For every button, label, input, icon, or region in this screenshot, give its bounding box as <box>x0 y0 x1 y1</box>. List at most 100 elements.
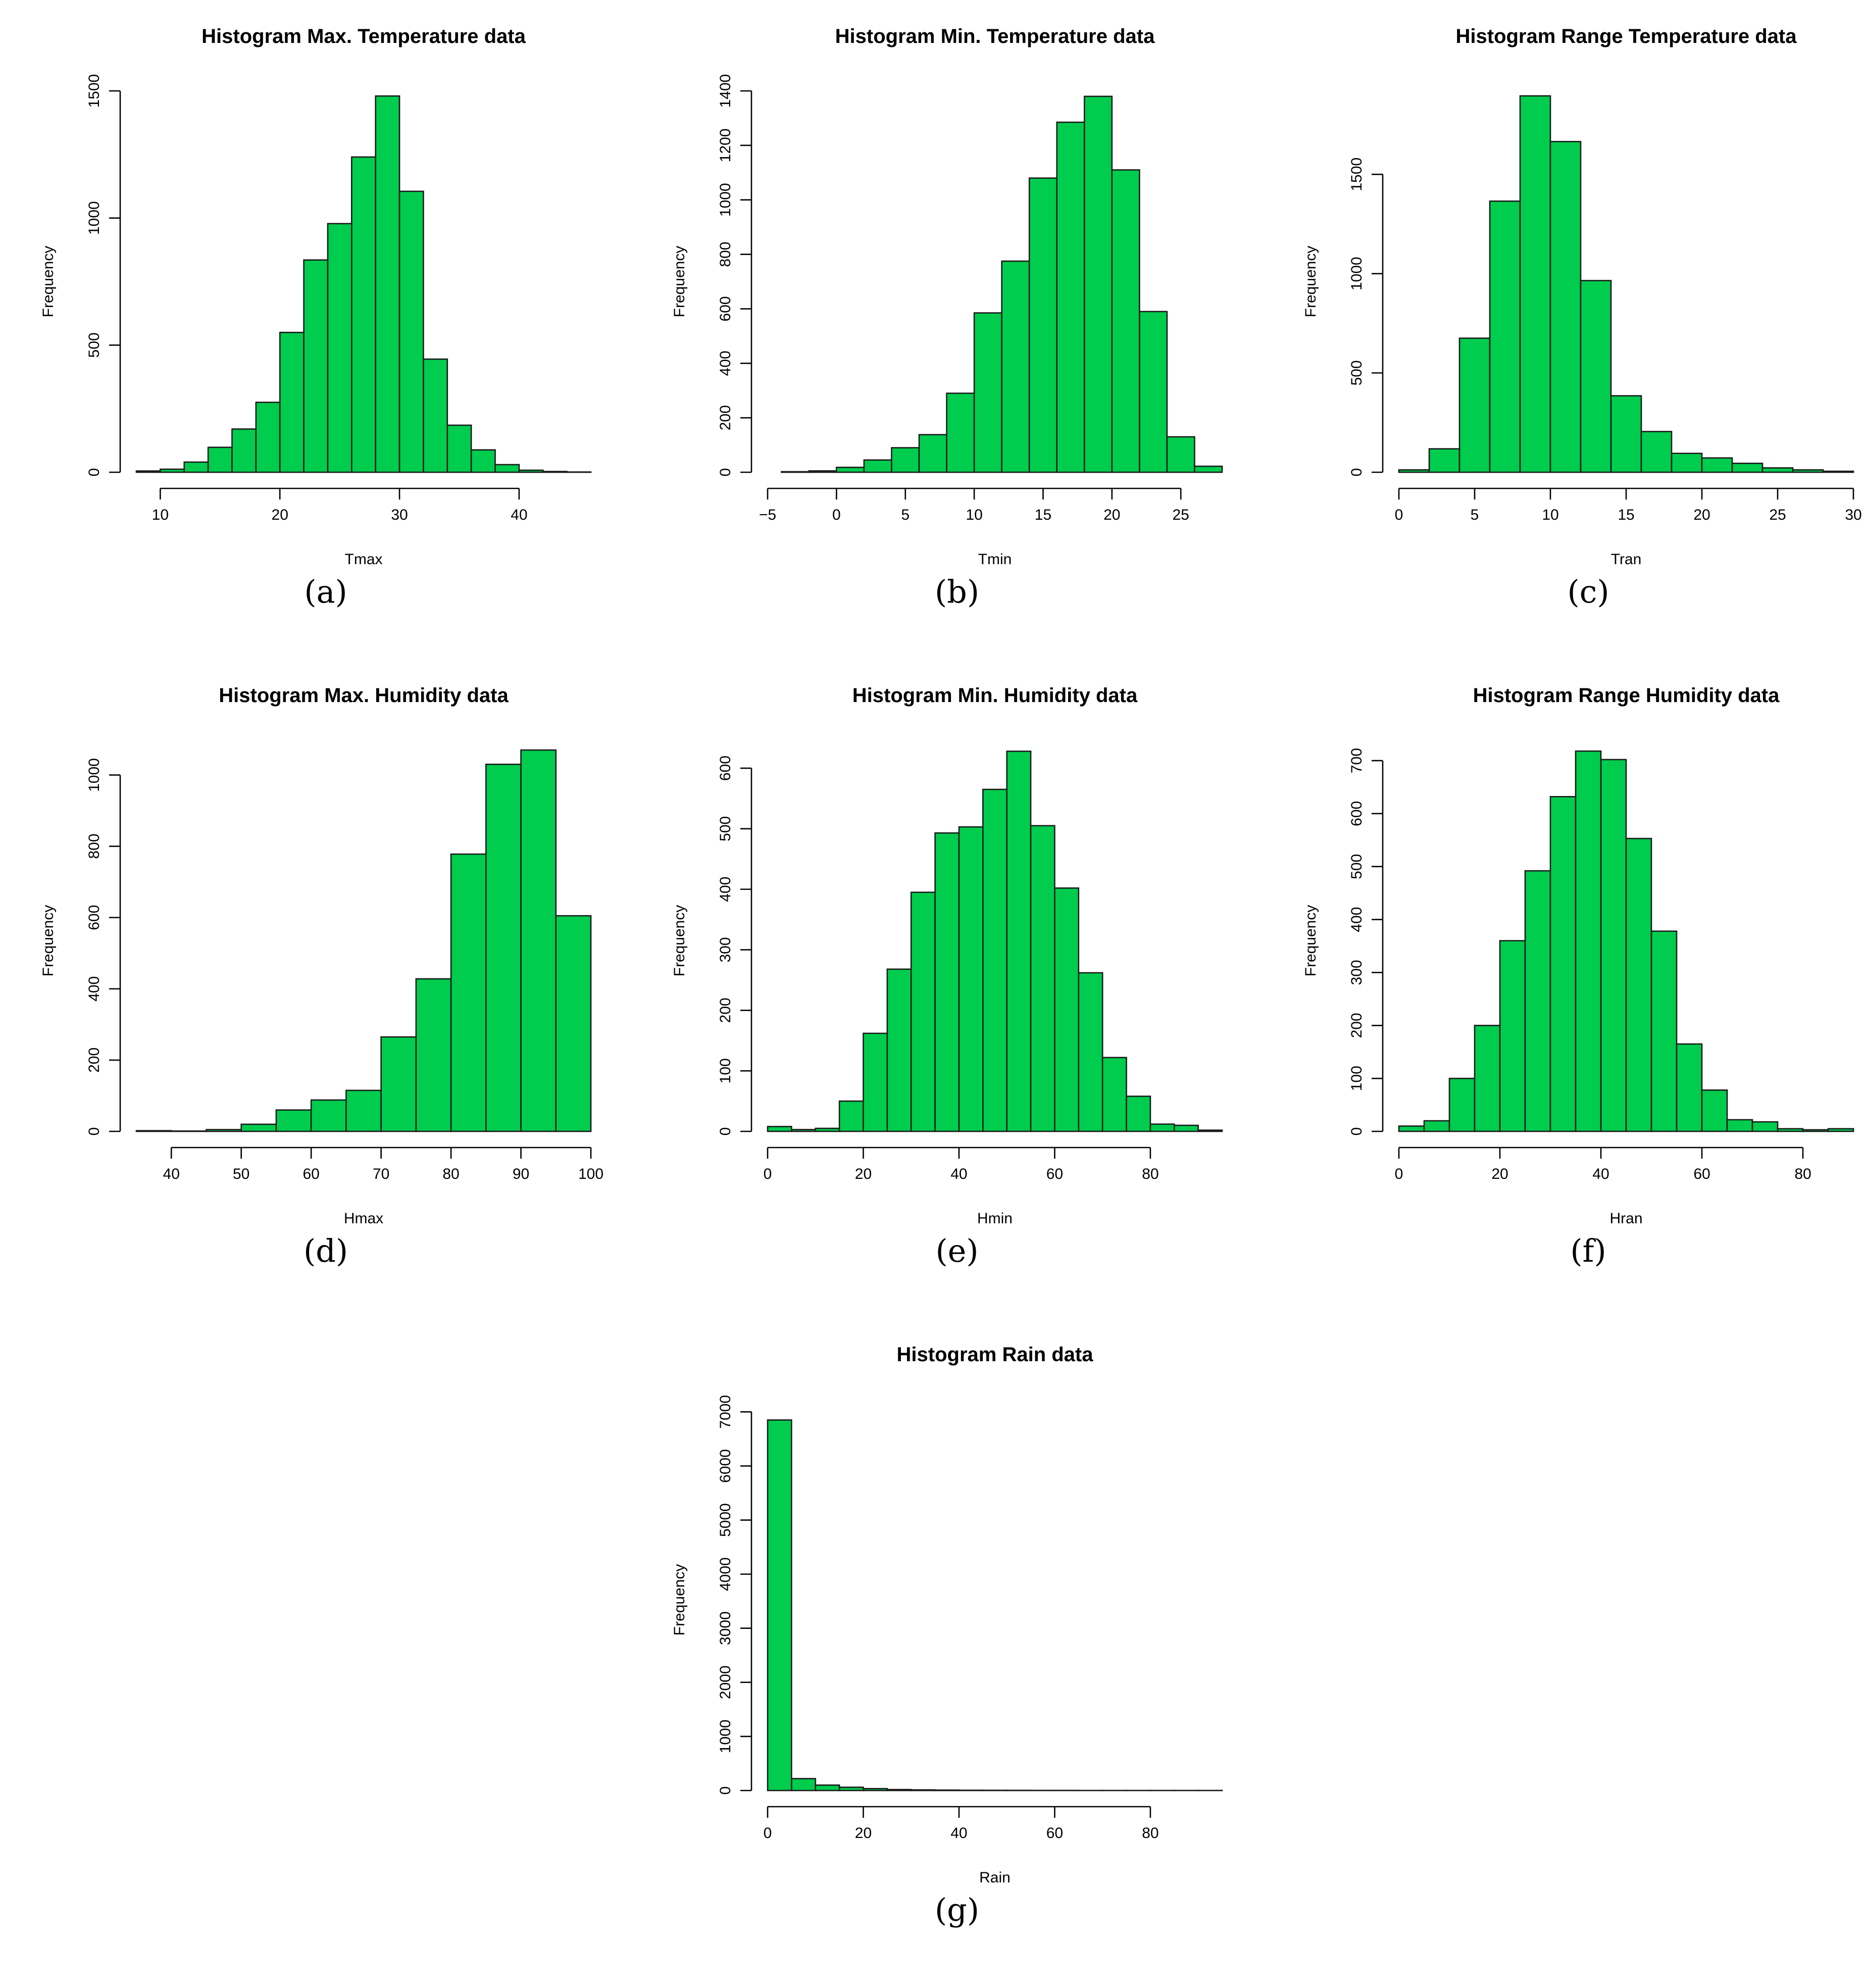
x-tick-label: 80 <box>1142 1825 1158 1842</box>
histogram-bar <box>1078 972 1103 1132</box>
y-tick-label: 500 <box>86 332 103 358</box>
histogram-bar <box>1524 870 1551 1132</box>
x-tick-label: 0 <box>1395 507 1403 523</box>
histogram-bar <box>1423 1120 1450 1132</box>
x-tick-label: 0 <box>1395 1166 1403 1182</box>
histogram-bar <box>863 459 892 473</box>
caption-d: (d) <box>303 1232 348 1269</box>
x-tick-label: 20 <box>1693 507 1710 523</box>
histogram-bar <box>1001 260 1030 473</box>
y-tick-label: 6000 <box>717 1449 734 1483</box>
histogram-bar <box>891 447 920 473</box>
x-axis: 10 20 30 40 Tmax <box>152 487 528 568</box>
y-tick-label: 400 <box>86 976 103 1002</box>
histogram-bar <box>1028 177 1058 473</box>
histogram-bar <box>1580 280 1612 473</box>
histogram-bar <box>934 832 960 1132</box>
x-tick-label: 5 <box>1471 507 1479 523</box>
x-tick-label: 25 <box>1172 507 1189 523</box>
y-tick-label: 4000 <box>717 1557 734 1591</box>
y-tick-label: 100 <box>717 1058 734 1083</box>
y-axis: 0 200 400 600 800 1000 Frequency <box>40 758 121 1136</box>
histogram-bar <box>207 446 233 473</box>
histogram-bar <box>279 331 305 473</box>
x-tick-label: 15 <box>1035 507 1051 523</box>
y-axis-label: Frequency <box>40 246 57 318</box>
x-axis-label: Rain <box>979 1869 1011 1886</box>
histogram-panel-c: Histogram Range Temperature data 0 5 10 15 20… <box>1298 25 1864 614</box>
x-tick-label: 40 <box>950 1825 967 1842</box>
x-tick-label: 40 <box>511 507 527 523</box>
y-tick-label: 600 <box>717 756 734 781</box>
histogram-bar <box>1802 1129 1829 1132</box>
histogram-bar <box>910 1789 936 1792</box>
histogram-bar <box>791 1129 817 1132</box>
histogram-bar <box>518 469 544 473</box>
y-tick-label: 500 <box>1348 360 1365 385</box>
histogram-bar <box>1448 1077 1476 1132</box>
y-tick-label: 0 <box>86 468 103 477</box>
y-tick-label: 0 <box>1348 1127 1365 1136</box>
x-tick-label: 90 <box>513 1166 529 1182</box>
histogram-bar <box>183 461 209 473</box>
histogram-bar <box>1625 837 1652 1132</box>
chart-e: Histogram Min. Humidity data 0 20 40 60 80 Hmi… <box>671 684 1223 1227</box>
histogram-panel-g: Histogram Rain data 0 20 40 60 80 Rain 0 1000 200… <box>667 1344 1252 1932</box>
chart-title: Histogram Range Temperature data <box>1456 25 1797 47</box>
x-axis-label: Tmin <box>978 551 1012 568</box>
histogram-bar <box>1600 759 1627 1132</box>
caption-e: (e) <box>935 1232 979 1269</box>
y-axis: 0 1000 2000 3000 4000 5000 6000 7000 Frequency <box>671 1395 752 1795</box>
y-axis: 0 500 1000 1500 Frequency <box>1302 158 1384 476</box>
histogram-bar <box>240 1123 277 1132</box>
histogram-bar <box>1030 825 1055 1132</box>
histogram-bar <box>310 1099 347 1132</box>
histogram-bar <box>1827 1128 1854 1132</box>
x-tick-label: 60 <box>1693 1166 1710 1182</box>
y-tick-label: 400 <box>717 351 734 376</box>
y-tick-label: 3000 <box>717 1611 734 1645</box>
histogram-bar <box>231 428 257 473</box>
histogram-bar <box>791 1778 817 1792</box>
chart-title: Histogram Max. Humidity data <box>219 684 509 707</box>
histogram-bar <box>1083 95 1113 473</box>
histogram-bar <box>1056 121 1085 473</box>
histogram-bar <box>1751 1121 1779 1132</box>
histogram-bar <box>973 312 1002 473</box>
histogram-bar <box>808 470 837 473</box>
chart-title: Histogram Range Humidity data <box>1473 684 1780 707</box>
y-tick-label: 300 <box>1348 960 1365 985</box>
histogram-bar <box>918 434 947 473</box>
histogram-bar <box>1792 469 1824 473</box>
histogram-bar <box>1398 1125 1425 1132</box>
histogram-bar <box>327 223 352 473</box>
bars <box>780 95 1223 473</box>
x-tick-label: 0 <box>832 507 841 523</box>
histogram-bar <box>494 464 520 473</box>
y-tick-label: 1500 <box>86 74 103 108</box>
x-tick-label: 30 <box>1845 507 1861 523</box>
histogram-bar <box>838 1100 864 1132</box>
y-tick-label: 0 <box>86 1127 103 1136</box>
y-tick-label: 500 <box>717 816 734 841</box>
histogram-panel-a: Histogram Max. Temperature data 10 20 30 40 T… <box>35 25 621 614</box>
y-tick-label: 1000 <box>86 201 103 235</box>
histogram-bar <box>1101 1057 1127 1132</box>
x-tick-label: 80 <box>442 1166 459 1182</box>
histogram-bar <box>886 968 912 1132</box>
x-axis: 0 20 40 60 80 Hran <box>1395 1147 1811 1227</box>
histogram-bar <box>1197 1129 1223 1132</box>
histogram-bar <box>1489 200 1521 473</box>
histogram-bar <box>485 763 522 1132</box>
x-tick-label: 80 <box>1794 1166 1811 1182</box>
x-tick-label: 60 <box>1046 1825 1063 1842</box>
x-tick-label: 20 <box>855 1166 872 1182</box>
histogram-bar <box>1149 1123 1175 1132</box>
histogram-bar <box>863 1787 888 1792</box>
histogram-bar <box>542 471 568 473</box>
x-tick-label: 10 <box>152 507 169 523</box>
bars <box>135 95 592 473</box>
x-tick-label: 20 <box>1103 507 1120 523</box>
x-tick-label: 15 <box>1618 507 1634 523</box>
x-axis: 0 20 40 60 80 Rain <box>764 1806 1159 1886</box>
